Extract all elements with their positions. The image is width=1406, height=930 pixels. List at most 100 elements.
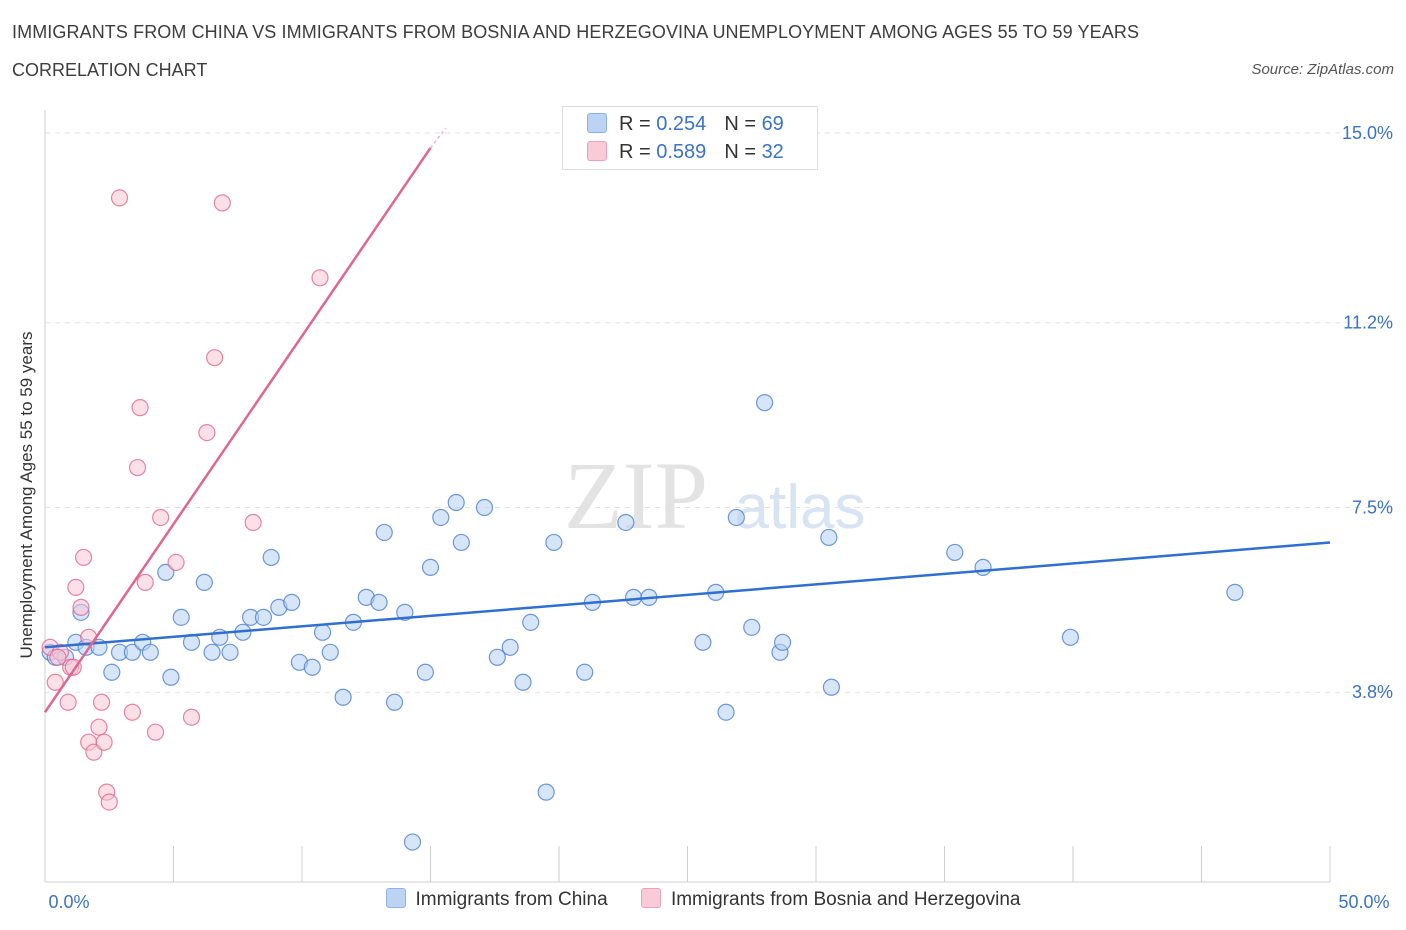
x-tick-label: 0.0%: [48, 892, 89, 912]
bosnia-point: [206, 349, 224, 367]
bosnia-point: [90, 718, 108, 736]
tick-labels: 3.8% 7.5% 11.2% 15.0% 0.0% 50.0%: [48, 123, 1393, 912]
china-point: [475, 498, 494, 517]
china-point: [522, 613, 540, 631]
n-label: N =: [724, 113, 762, 135]
china-point: [421, 558, 440, 577]
stats-legend: R = 0.254 N = 69 R = 0.589 N = 32: [562, 106, 818, 170]
bosnia-point: [110, 189, 129, 207]
bosnia-point: [67, 578, 85, 596]
trend-lines: [43, 127, 1331, 713]
china-point: [576, 663, 594, 681]
china-point: [162, 668, 180, 686]
china-point: [717, 703, 735, 721]
bosnia-point: [136, 573, 154, 591]
series-legend: Immigrants from China Immigrants from Bo…: [0, 888, 1406, 911]
china-point: [694, 633, 712, 651]
china-point: [727, 508, 745, 527]
china-point: [501, 638, 519, 656]
china-point: [321, 643, 339, 661]
bosnia-trend-line: [43, 147, 432, 713]
bosnia-point: [49, 648, 67, 666]
bosnia-point: [123, 703, 141, 721]
bosnia-point: [46, 673, 64, 691]
china-point: [755, 394, 774, 412]
china-point: [1226, 583, 1244, 601]
china-point: [157, 563, 175, 582]
china-point: [416, 663, 434, 681]
legend-label-china: Immigrants from China: [415, 889, 608, 910]
legend-swatch-china: [385, 888, 406, 908]
china-point: [773, 633, 792, 651]
china-point: [334, 688, 352, 706]
stats-row-bosnia: R = 0.589 N = 32: [587, 141, 784, 165]
bosnia-point: [95, 733, 113, 751]
china-point: [974, 558, 992, 577]
n-value-bosnia: 32: [761, 141, 784, 163]
bosnia-point: [85, 743, 103, 761]
bosnia-swatch: [587, 141, 607, 161]
y-axis-label: Unemployment Among Ages 55 to 59 years: [17, 331, 36, 659]
china-point: [537, 783, 555, 801]
china-point: [221, 643, 239, 661]
china-point: [375, 523, 393, 542]
y-tick-label: 7.5%: [1352, 497, 1393, 517]
china-point: [195, 573, 213, 591]
legend-swatch-bosnia: [640, 888, 661, 908]
china-point: [303, 658, 321, 676]
bosnia-point: [152, 508, 170, 527]
x-tick-label: 50.0%: [1338, 892, 1389, 912]
china-point: [313, 623, 332, 641]
legend-item-bosnia[interactable]: Immigrants from Bosnia and Herzegovina: [640, 888, 1021, 911]
y-tick-label: 3.8%: [1352, 682, 1393, 702]
bosnia-point: [182, 708, 201, 726]
china-point: [283, 593, 301, 611]
china-point: [617, 513, 635, 532]
china-point: [396, 603, 414, 621]
china-point: [452, 533, 470, 552]
bosnia-point: [311, 269, 329, 287]
y-tick-label: 11.2%: [1343, 313, 1393, 333]
china-point: [822, 678, 841, 696]
watermark: ZIP atlas: [564, 442, 865, 549]
data-points: [41, 189, 1244, 851]
china-point: [262, 548, 280, 567]
china-point: [103, 663, 121, 681]
watermark-zip: ZIP: [564, 442, 708, 549]
china-point: [172, 608, 190, 626]
china-point: [141, 643, 159, 661]
bosnia-point: [74, 548, 93, 567]
china-swatch: [587, 113, 607, 133]
bosnia-point: [167, 553, 185, 572]
legend-label-bosnia: Immigrants from Bosnia and Herzegovina: [670, 889, 1021, 910]
china-trend-line: [44, 541, 1331, 649]
bosnia-point: [131, 399, 149, 417]
chart-title: IMMIGRANTS FROM CHINA VS IMMIGRANTS FROM…: [12, 22, 1140, 42]
china-point: [545, 533, 563, 552]
watermark-atlas: atlas: [735, 473, 866, 542]
n-label: N =: [724, 141, 762, 163]
bosnia-point: [72, 598, 90, 616]
n-value-china: 69: [761, 113, 784, 135]
china-point: [123, 643, 141, 661]
china-point: [743, 618, 761, 636]
china-point: [385, 693, 404, 711]
bosnia-point: [92, 693, 111, 711]
r-label: R =: [619, 113, 657, 135]
china-point: [254, 608, 273, 626]
legend-item-china[interactable]: Immigrants from China: [385, 888, 608, 911]
bosnia-trend-extension: [429, 127, 447, 149]
gridlines: [45, 132, 1392, 693]
axes: [44, 110, 1331, 883]
china-point: [624, 588, 643, 606]
r-value-bosnia: 0.589: [656, 141, 707, 163]
china-point: [820, 528, 838, 547]
china-point: [370, 593, 388, 611]
bosnia-point: [213, 194, 231, 212]
stats-row-china: R = 0.254 N = 69: [587, 113, 784, 137]
r-value-china: 0.254: [656, 113, 707, 135]
china-point: [488, 648, 506, 666]
china-point: [447, 493, 465, 512]
bosnia-point: [128, 458, 147, 477]
